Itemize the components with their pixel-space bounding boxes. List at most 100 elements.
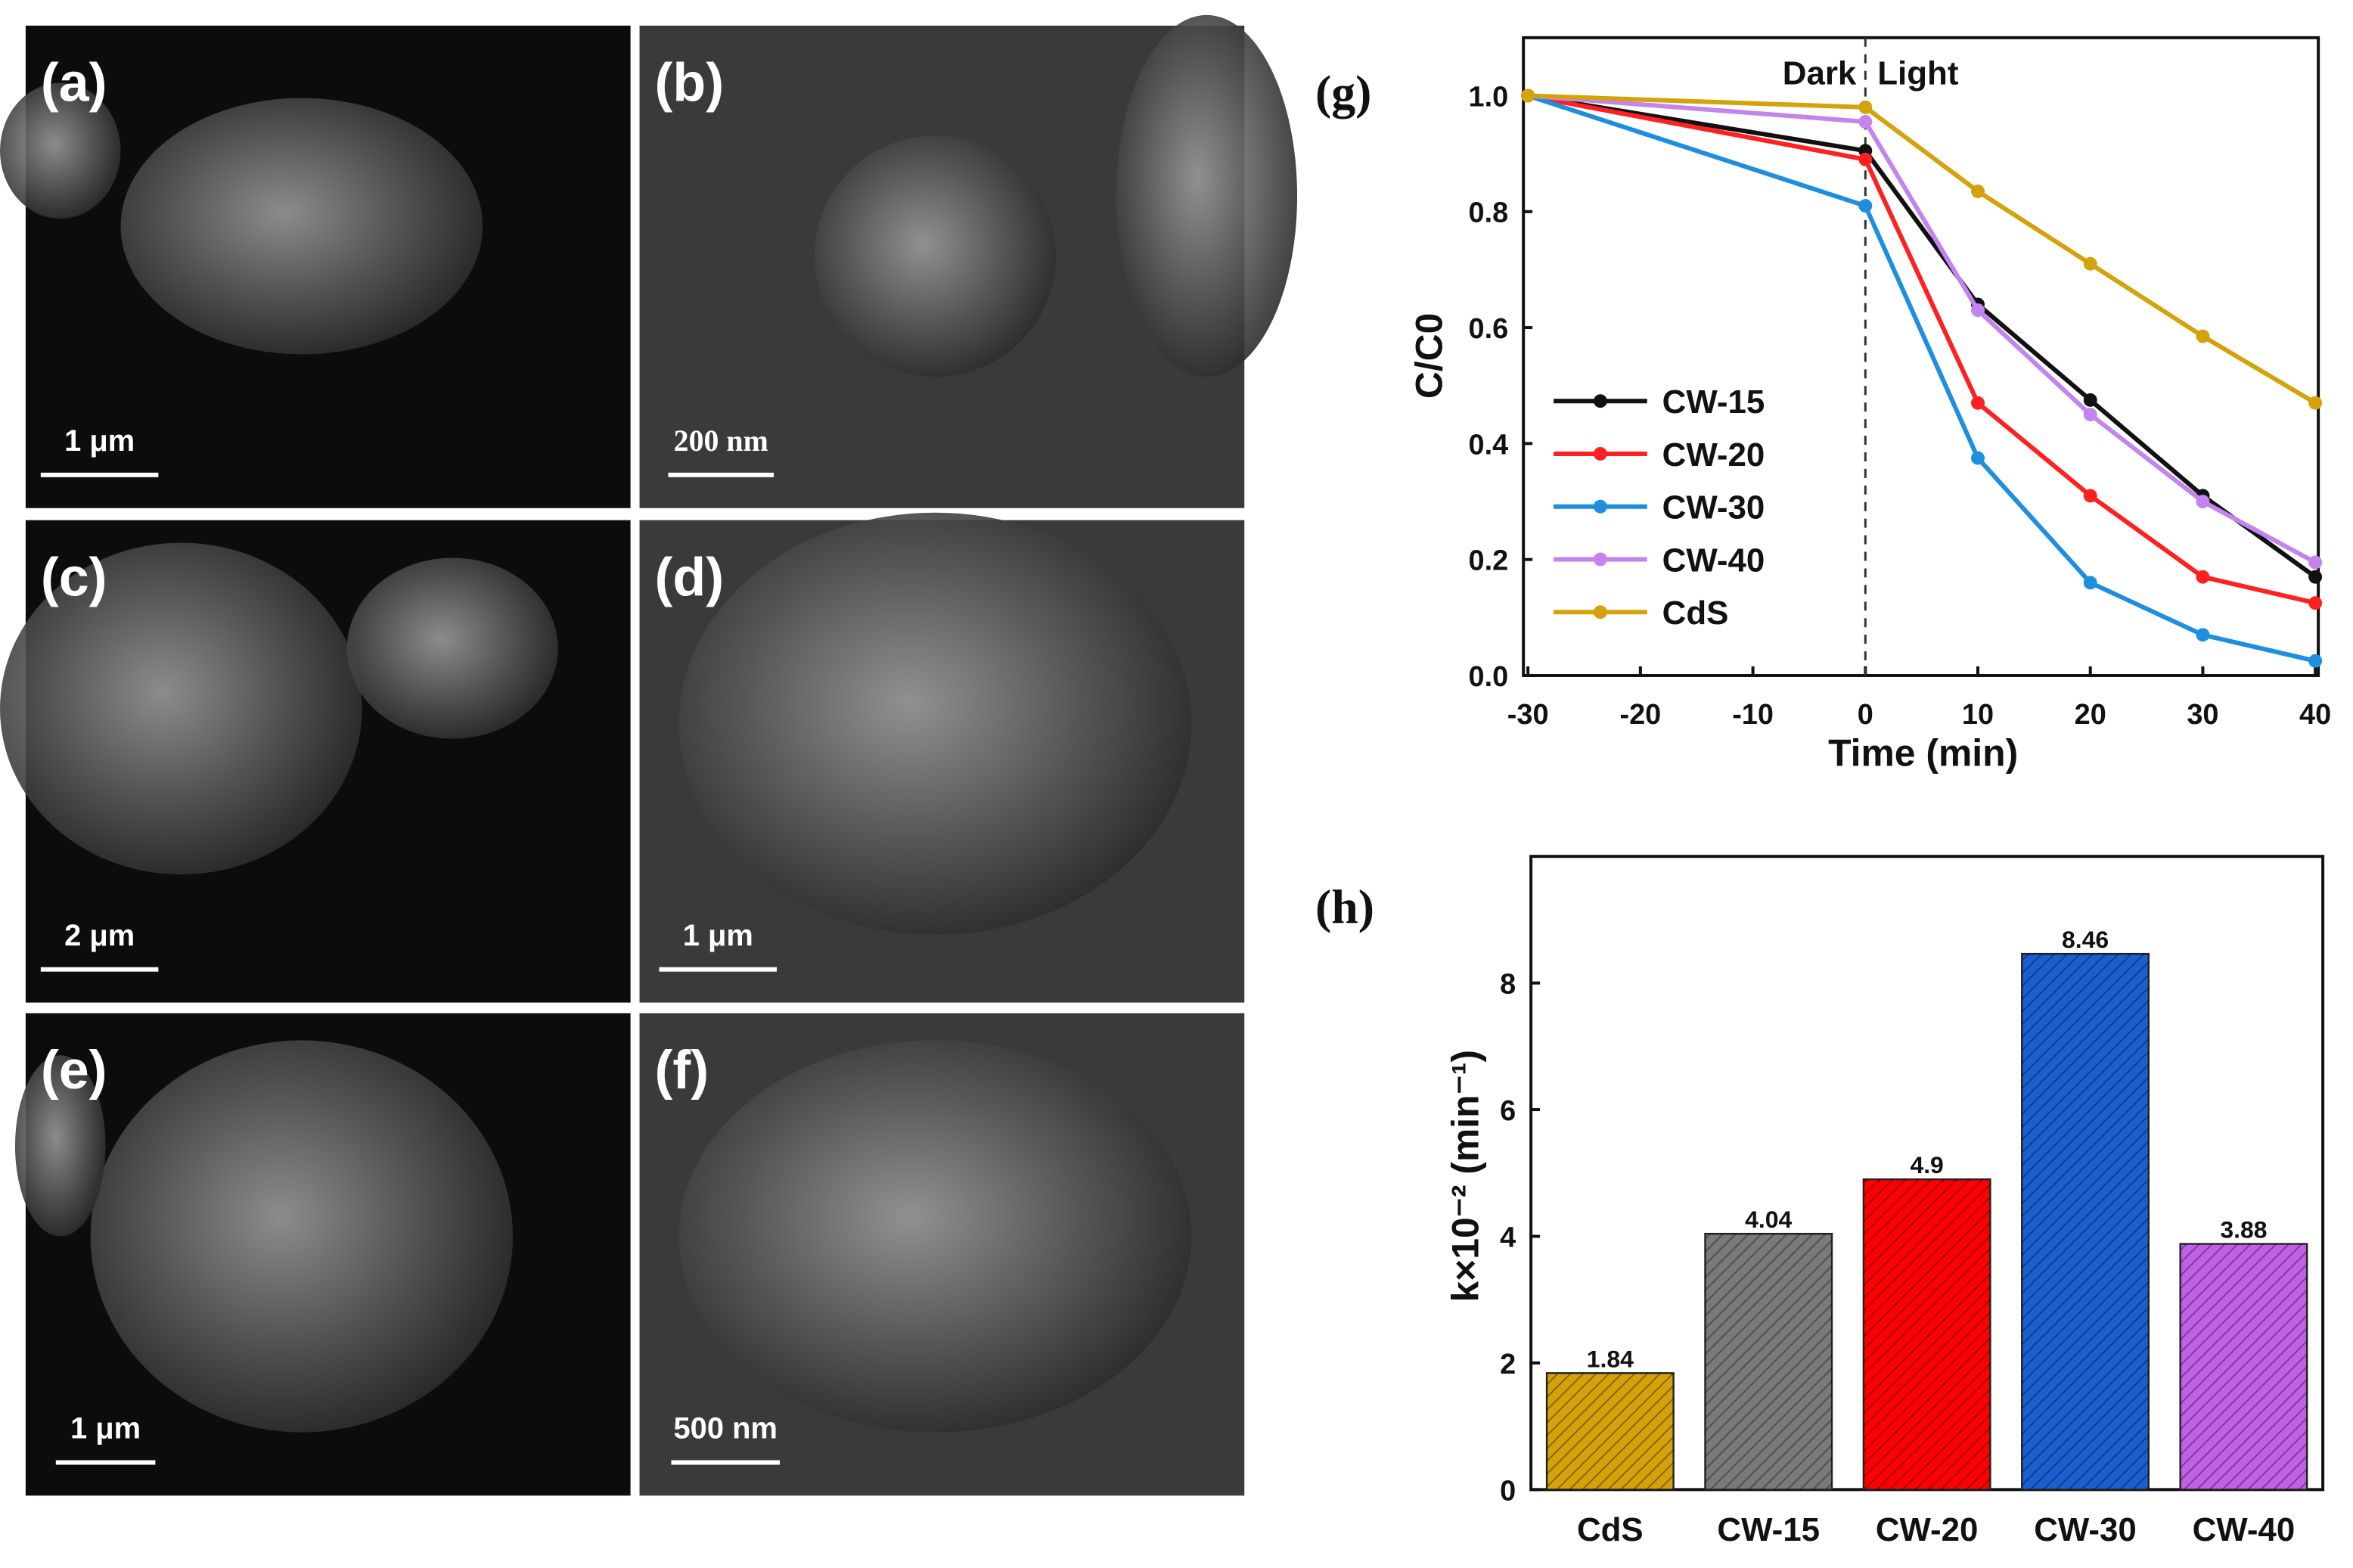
x-tick-label: 10 [1962,699,1994,731]
legend-marker [1593,499,1607,514]
annotation: Dark [1783,55,1857,92]
bar-hatch [1547,1373,1674,1490]
x-tick-label: 40 [2299,699,2331,731]
panel-label: (e) [41,1040,107,1101]
x-axis-title: Time (min) [1828,732,2018,775]
scale-bar-label: 500 nm [674,1412,778,1445]
panel-label: (b) [654,53,724,113]
particle [346,557,558,739]
data-point [1971,184,1985,198]
particle [14,1055,106,1237]
value-label: 4.04 [1745,1206,1792,1233]
x-tick-label: 20 [2075,699,2106,731]
data-point [1971,451,1985,465]
y-tick-label: 1.0 [1469,81,1509,113]
data-point [2083,256,2097,271]
data-point [2196,495,2210,509]
y-tick-label: 0.8 [1469,197,1509,229]
data-point [2308,555,2323,570]
data-point [2308,654,2323,668]
data-point [1858,100,1873,114]
legend-label: CW-20 [1662,436,1765,474]
data-point [2308,596,2323,610]
bar-hatch [2180,1244,2308,1490]
panel-label: (f) [654,1040,709,1101]
series-line [1527,93,2317,565]
data-point [2308,396,2323,410]
legend-marker [1593,394,1607,408]
panel-label: (g) [1315,66,1371,120]
legend-marker [1593,447,1607,461]
data-point [2308,570,2323,584]
data-point [1858,152,1873,166]
y-tick-label: 0.2 [1469,545,1509,577]
y-axis-title: C/C0 [1408,313,1450,399]
data-point [1858,115,1873,129]
plot-frame [1522,36,2320,677]
data-point [2196,628,2210,642]
x-tick-label: CW-30 [2034,1511,2137,1548]
x-tick-label: CW-20 [1876,1511,1979,1548]
y-tick-label: 6 [1500,1095,1516,1127]
scale-bar-label: 200 nm [674,424,768,458]
series-line [1527,93,2316,663]
x-tick-label: -20 [1619,699,1661,731]
particle [678,1040,1192,1433]
y-tick-label: 0.6 [1469,313,1509,345]
data-point [2196,329,2210,343]
particle [0,542,362,875]
y-tick-label: 0 [1500,1475,1516,1507]
data-point [2083,393,2097,407]
particle [678,512,1192,935]
data-point [2083,489,2097,503]
legend-label: CW-30 [1662,489,1765,526]
data-point [2083,576,2097,590]
x-tick-label: CdS [1577,1511,1644,1548]
data-point [1858,199,1873,213]
value-label: 8.46 [2062,926,2109,953]
bar-hatch [1863,1179,1991,1490]
value-label: 1.84 [1587,1345,1634,1372]
particle [0,82,121,219]
charts: (g)-30 -20 -10 0 10 20 30 400.00.20.40.60.81.0T… [1315,36,2331,1548]
series-line [1527,93,2316,606]
data-point [2083,408,2097,422]
x-tick-label: CW-40 [2193,1511,2296,1548]
y-axis-title: k×10⁻² (min⁻¹) [1444,1050,1486,1303]
legend-label: CW-15 [1662,383,1765,421]
y-tick-label: 2 [1500,1349,1516,1380]
panel-label: (h) [1315,880,1374,933]
data-point [1971,303,1985,318]
panel-label: (d) [654,547,724,607]
bar-hatch [1705,1234,1832,1490]
y-tick-label: 8 [1500,969,1516,1001]
legend-label: CW-40 [1662,542,1765,579]
y-tick-label: 0.4 [1469,429,1509,461]
scale-bar-label: 1 μm [683,919,753,952]
series-line [1528,93,2317,405]
particle [1116,14,1298,377]
data-point [1971,396,1985,410]
annotation: Light [1877,55,1959,92]
panel-label: (c) [41,547,107,607]
value-label: 3.88 [2220,1216,2267,1244]
x-tick-label: CW-15 [1717,1511,1820,1548]
data-point [2196,570,2210,584]
scale-bar-label: 1 μm [64,424,135,458]
data-point [1521,88,1535,103]
legend-label: CdS [1662,595,1729,632]
bar-hatch [2022,954,2149,1490]
x-tick-label: -10 [1732,699,1774,731]
value-label: 4.9 [1910,1151,1943,1178]
particle [814,135,1056,377]
legend-marker [1593,605,1607,619]
particle [120,98,483,355]
x-tick-label: -30 [1507,699,1549,731]
y-tick-label: 4 [1500,1222,1516,1253]
scale-bar-label: 2 μm [64,919,135,952]
scale-bar-label: 1 μm [70,1412,141,1445]
y-tick-label: 0.0 [1469,661,1509,693]
legend-marker [1593,552,1607,567]
x-tick-label: 0 [1858,699,1873,731]
